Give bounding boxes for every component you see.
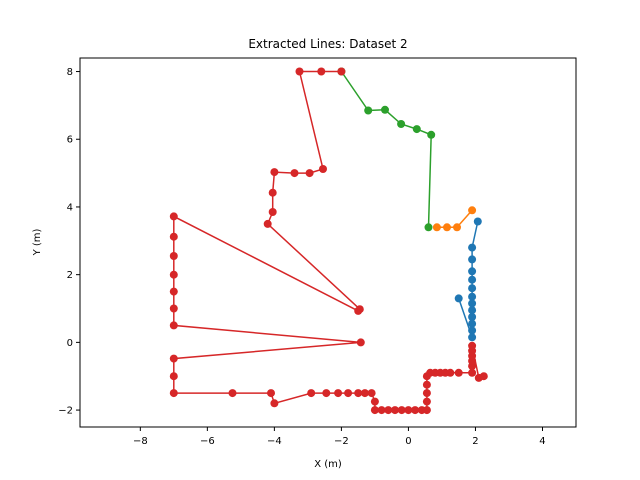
axes-frame — [79, 57, 577, 428]
data-point — [411, 406, 420, 415]
data-point — [290, 169, 299, 178]
data-point — [370, 406, 379, 415]
y-tick-label: 4 — [67, 202, 73, 213]
data-point — [169, 389, 178, 398]
data-point — [169, 270, 178, 279]
series-0 — [454, 217, 482, 342]
data-point — [169, 212, 178, 221]
data-point — [468, 313, 477, 321]
data-point — [360, 389, 369, 398]
x-tick-label: −8 — [133, 436, 148, 447]
data-point — [319, 165, 327, 173]
data-point — [169, 372, 178, 381]
y-tick-label: 6 — [67, 135, 73, 146]
series-3 — [169, 67, 488, 415]
data-point — [268, 188, 277, 197]
data-point — [169, 321, 178, 330]
data-point — [381, 105, 389, 114]
data-point — [454, 294, 463, 303]
data-point — [473, 217, 482, 226]
data-point — [354, 389, 363, 398]
data-point — [443, 223, 451, 232]
data-point — [422, 397, 431, 406]
x-tick-label: −2 — [334, 436, 349, 447]
y-tick-label: 8 — [67, 67, 73, 78]
data-point — [263, 219, 272, 228]
data-point — [468, 368, 477, 377]
data-point — [307, 389, 316, 398]
data-point — [468, 299, 477, 308]
data-point — [468, 292, 477, 301]
data-point — [337, 67, 346, 76]
data-point — [468, 206, 477, 215]
data-point — [305, 169, 314, 178]
data-point — [427, 130, 436, 139]
data-point — [468, 275, 477, 284]
data-point — [270, 168, 279, 177]
data-point — [364, 106, 373, 115]
x-axis: −8 −6 −4 −2 0 2 4 — [133, 427, 546, 447]
x-tick-label: 4 — [539, 436, 545, 447]
data-point — [267, 389, 275, 398]
x-tick-label: −6 — [200, 436, 215, 447]
data-point — [169, 252, 178, 260]
data-point — [454, 368, 463, 377]
data-point — [354, 306, 363, 315]
data-point — [322, 389, 331, 398]
y-axis: −2 0 2 4 6 8 — [58, 67, 80, 417]
data-point — [384, 406, 393, 415]
x-axis-label: X (m) — [314, 459, 342, 470]
data-point — [397, 406, 406, 415]
data-point — [344, 389, 353, 398]
data-point — [424, 223, 433, 232]
data-point — [169, 232, 178, 241]
data-point — [446, 368, 455, 377]
data-point — [377, 406, 386, 415]
y-tick-label: 2 — [67, 270, 73, 281]
data-point — [317, 67, 326, 76]
data-point — [468, 306, 477, 315]
data-point — [422, 406, 431, 415]
series-1 — [432, 206, 477, 232]
data-point — [468, 255, 477, 264]
data-point — [391, 406, 399, 415]
data-point — [397, 120, 406, 128]
x-tick-label: 0 — [405, 436, 411, 447]
data-point — [453, 223, 461, 232]
data-point — [468, 243, 477, 252]
data-point — [468, 341, 477, 350]
data-point — [468, 284, 477, 293]
data-point — [468, 267, 477, 276]
data-point — [468, 333, 477, 342]
data-point — [412, 125, 421, 134]
data-point — [334, 389, 343, 398]
data-point — [367, 389, 376, 398]
y-tick-label: −2 — [58, 406, 73, 417]
data-point — [422, 389, 431, 398]
data-point — [356, 338, 365, 347]
x-tick-label: 2 — [472, 436, 478, 447]
data-point — [169, 304, 178, 313]
data-point — [404, 406, 413, 415]
data-point — [468, 326, 477, 335]
y-axis-label: Y (m) — [32, 228, 43, 256]
y-tick-label: 0 — [67, 338, 73, 349]
data-point — [228, 389, 237, 398]
data-point — [468, 319, 477, 328]
data-point — [295, 67, 304, 76]
data-point — [370, 397, 379, 406]
data-point — [169, 287, 178, 296]
data-point — [270, 399, 279, 408]
x-tick-label: −4 — [267, 436, 282, 447]
plot-area — [169, 67, 488, 415]
data-point — [268, 208, 277, 216]
series-line-1 — [436, 209, 473, 229]
data-point — [479, 372, 488, 381]
data-point — [169, 354, 178, 363]
data-point — [432, 223, 441, 232]
data-point — [422, 380, 431, 389]
chart-title: Extracted Lines: Dataset 2 — [248, 37, 407, 51]
